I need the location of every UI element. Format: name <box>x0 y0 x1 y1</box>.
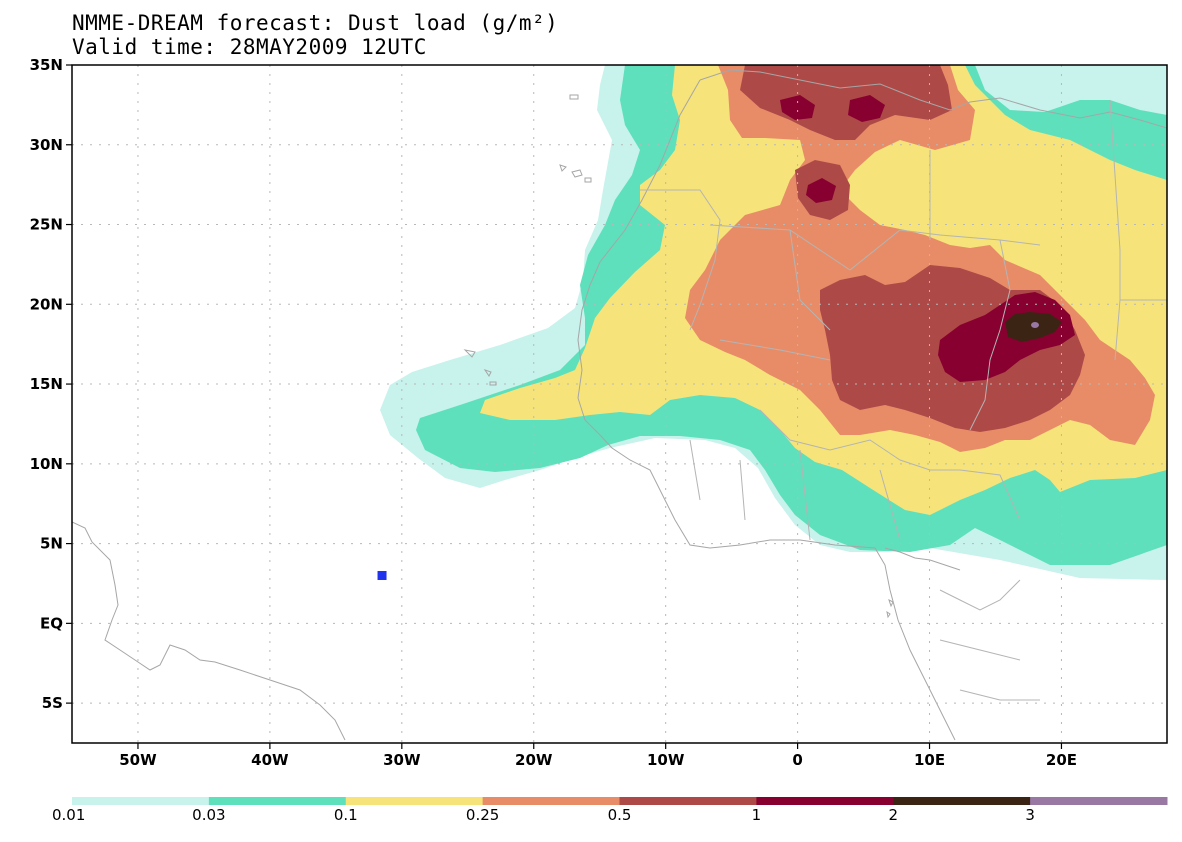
color-bar-label: 0.5 <box>608 806 632 824</box>
y-tick-label: 30N <box>30 136 63 154</box>
dust-contour-3 <box>1031 322 1039 328</box>
dust-contour-1 <box>780 95 1075 382</box>
color-bar-segment <box>619 797 757 805</box>
coastline-south-america <box>72 521 346 741</box>
dust-field <box>380 65 1167 580</box>
x-axis-labels: 50W 40W 30W 20W 10W 0 10E 20E <box>119 751 1077 769</box>
x-tick-label: 10E <box>914 751 945 769</box>
color-bar-label: 2 <box>888 806 898 824</box>
axis-ticks <box>66 64 1063 749</box>
y-axis-labels: 35N 30N 25N 20N 15N 10N 5N EQ 5S <box>30 56 63 712</box>
y-tick-label: 5N <box>40 535 63 553</box>
x-tick-label: 30W <box>383 751 421 769</box>
x-tick-label: 40W <box>251 751 289 769</box>
color-bar-label: 0.1 <box>334 806 358 824</box>
color-bar-label: 1 <box>752 806 762 824</box>
coastline-mediterranean <box>699 69 1167 129</box>
coastlines <box>72 69 1167 741</box>
coastline-west-africa <box>577 79 956 741</box>
valid-time-label: Valid time: 28MAY2009 12UTC <box>72 35 427 59</box>
color-bar-segment <box>1030 797 1168 805</box>
coastline-gulf-of-guinea <box>884 547 961 571</box>
color-bar-labels: 0.01 0.03 0.1 0.25 0.5 1 2 3 <box>52 806 1035 824</box>
plot-frame <box>71 64 1168 744</box>
y-tick-label: 10N <box>30 455 63 473</box>
color-bar-segment <box>208 797 347 805</box>
x-tick-label: 0 <box>792 751 802 769</box>
color-bar-label: 0.25 <box>466 806 499 824</box>
color-bar <box>72 797 1168 805</box>
color-bar-label: 0.03 <box>192 806 225 824</box>
color-bar-segment <box>345 797 484 805</box>
y-tick-label: 20N <box>30 295 63 313</box>
y-tick-label: 25N <box>30 216 63 234</box>
color-bar-segment <box>72 797 210 805</box>
color-bar-label: 3 <box>1025 806 1035 824</box>
x-tick-label: 20W <box>515 751 553 769</box>
x-tick-label: 10W <box>647 751 685 769</box>
islands <box>463 94 894 619</box>
y-tick-label: 35N <box>30 56 63 74</box>
color-bar-segment <box>482 797 620 805</box>
x-tick-label: 50W <box>119 751 157 769</box>
map-title: NMME-DREAM forecast: Dust load (g/m²) <box>72 11 559 35</box>
station-marker <box>377 570 387 580</box>
color-bar-segment <box>893 797 1031 805</box>
y-tick-label: EQ <box>40 614 63 632</box>
color-bar-label: 0.01 <box>52 806 85 824</box>
color-bar-segment <box>756 797 894 805</box>
x-tick-label: 20E <box>1046 751 1077 769</box>
y-tick-label: 15N <box>30 375 63 393</box>
border-lines <box>640 99 1167 701</box>
y-tick-label: 5S <box>42 694 63 712</box>
